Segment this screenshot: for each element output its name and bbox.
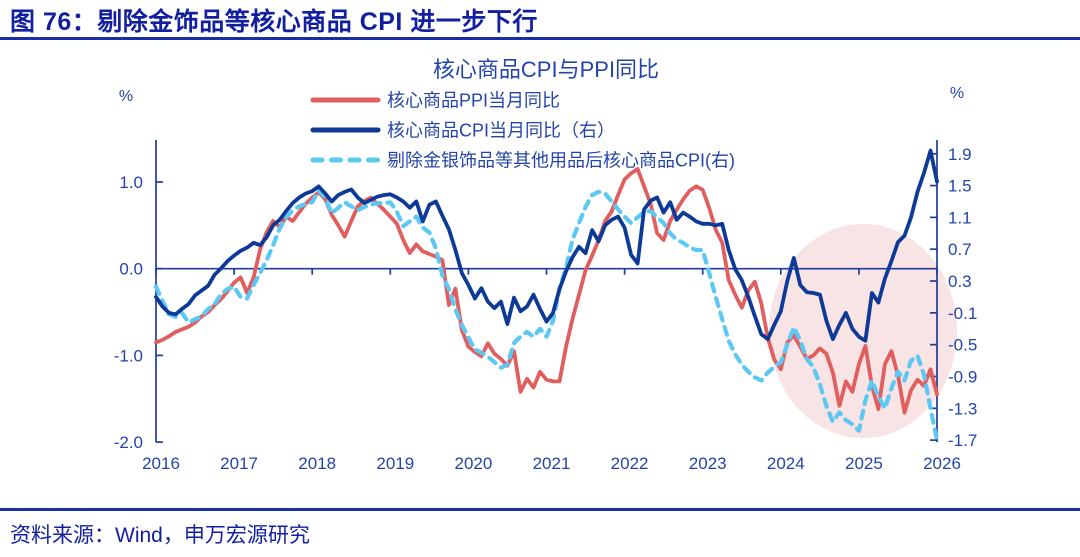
left-axis-tick-label: 1.0 [119,173,143,192]
right-axis-tick-label: 1.1 [948,208,972,227]
cpi-line [154,148,939,343]
x-tick-label: 2020 [454,454,492,473]
x-tick-label: 2023 [689,454,727,473]
chart-title: 核心商品CPI与PPI同比 [433,57,659,82]
legend-label-3: 剔除金银饰品等其他用品后核心商品CPI(右) [387,151,735,171]
x-tick-label: 2026 [923,454,961,473]
x-tick-label: 2018 [298,454,336,473]
right-axis-tick-label: -1.3 [948,399,977,418]
left-axis-unit: % [119,88,133,105]
x-tick-label: 2017 [220,454,258,473]
left-axis-tick-label: -2.0 [114,433,143,452]
figure-caption: 图 76：剔除金饰品等核心商品 CPI 进一步下行 [10,8,538,36]
x-tick-label: 2021 [533,454,571,473]
right-axis-tick-label: 0.3 [948,272,972,291]
left-axis-tick-label: 0.0 [119,260,143,279]
top-divider [0,37,1080,40]
x-tick-label: 2019 [376,454,414,473]
highlight-ellipse [769,224,957,438]
x-tick-label: 2016 [142,454,180,473]
x-tick-label: 2024 [767,454,805,473]
x-tick-label: 2025 [845,454,883,473]
right-axis-tick-label: -0.5 [948,336,977,355]
right-axis-tick-label: -0.9 [948,367,977,386]
right-axis-tick-label: -1.7 [948,431,977,450]
right-axis-tick-label: 0.7 [948,240,972,259]
right-axis-tick-label: -0.1 [948,304,977,323]
source-note: 资料来源：Wind，申万宏源研究 [10,524,310,547]
bottom-divider [0,508,1080,511]
right-axis-tick-label: 1.9 [948,145,972,164]
right-axis-tick-label: 1.5 [948,177,972,196]
right-axis-unit: % [950,85,964,102]
legend-label-2: 核心商品CPI当月同比（右） [387,121,615,141]
cpi-ex-gold-line [153,188,940,443]
x-tick-label: 2022 [611,454,649,473]
left-axis-tick-label: -1.0 [114,346,143,365]
legend-label-1: 核心商品PPI当月同比 [387,91,560,111]
